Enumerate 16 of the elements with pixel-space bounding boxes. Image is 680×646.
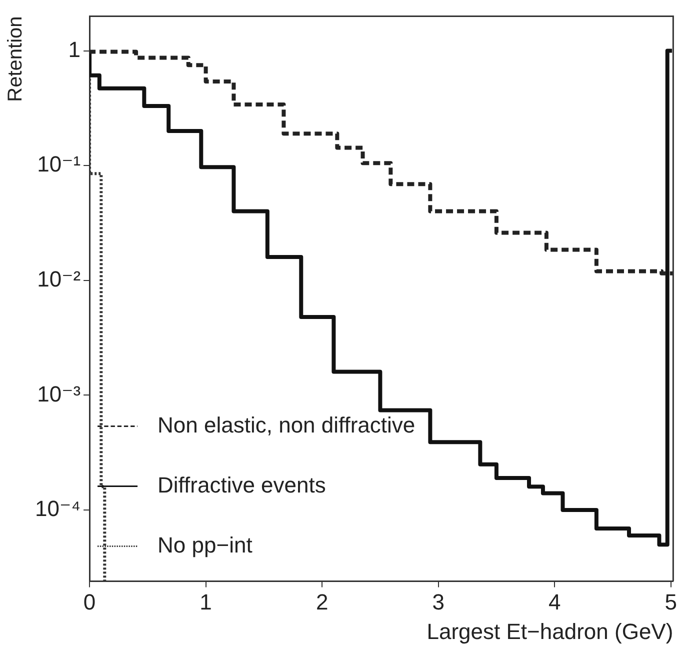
x-tick-label: 1 [200, 589, 212, 614]
y-tick-label: 10⁻² [37, 266, 81, 292]
x-tick-label: 4 [548, 589, 561, 614]
y-tick-label: 10⁻¹ [37, 152, 81, 177]
y-tick-label: 1 [68, 36, 81, 62]
x-tick-label: 3 [432, 589, 444, 614]
x-axis-title: Largest Et−hadron (GeV) [426, 618, 674, 644]
x-tick-label: 5 [664, 589, 677, 614]
y-tick-label: 10⁻⁴ [34, 496, 81, 522]
legend-label: Diffractive events [158, 472, 326, 498]
x-tick-label: 0 [83, 589, 96, 614]
legend-label: No pp−int [158, 532, 252, 558]
x-tick-label: 2 [316, 589, 328, 614]
legend-label: Non elastic, non diffractive [158, 412, 416, 438]
y-tick-label: 10⁻³ [37, 381, 81, 406]
y-axis-title: Retention [4, 16, 27, 102]
